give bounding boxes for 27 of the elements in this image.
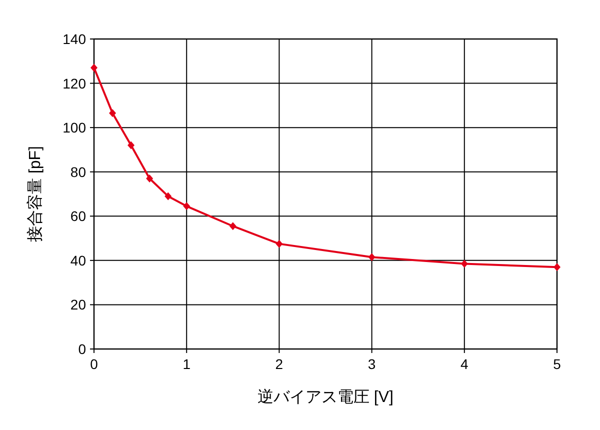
point	[276, 240, 283, 248]
point	[109, 109, 116, 118]
point	[164, 192, 172, 200]
point	[460, 260, 468, 268]
x-tick-label: 0	[90, 356, 98, 372]
point	[146, 174, 154, 182]
y-tick-label: 100	[62, 120, 86, 136]
point	[229, 222, 236, 230]
y-tick-label: 40	[70, 252, 86, 268]
x-tick-label: 5	[553, 356, 562, 372]
y-tick-label: 20	[70, 296, 86, 313]
point	[368, 253, 376, 262]
x-axis-title: 逆バイアス電圧 [V]	[257, 388, 394, 406]
y-axis-title: 接合容量 [pF]	[26, 146, 44, 242]
y-tick-label: 140	[62, 31, 86, 47]
y-tick-label: 80	[70, 164, 86, 180]
point	[90, 64, 98, 72]
x-tick-label: 4	[460, 356, 468, 372]
x-tick-label: 1	[182, 356, 191, 372]
point	[183, 202, 190, 210]
y-tick-label: 120	[62, 75, 86, 92]
x-tick-label: 3	[368, 356, 376, 372]
x-tick-label: 2	[275, 356, 284, 372]
y-tick-label: 0	[78, 341, 86, 357]
point	[554, 263, 560, 272]
point	[128, 141, 135, 150]
y-tick-label: 60	[70, 208, 86, 224]
